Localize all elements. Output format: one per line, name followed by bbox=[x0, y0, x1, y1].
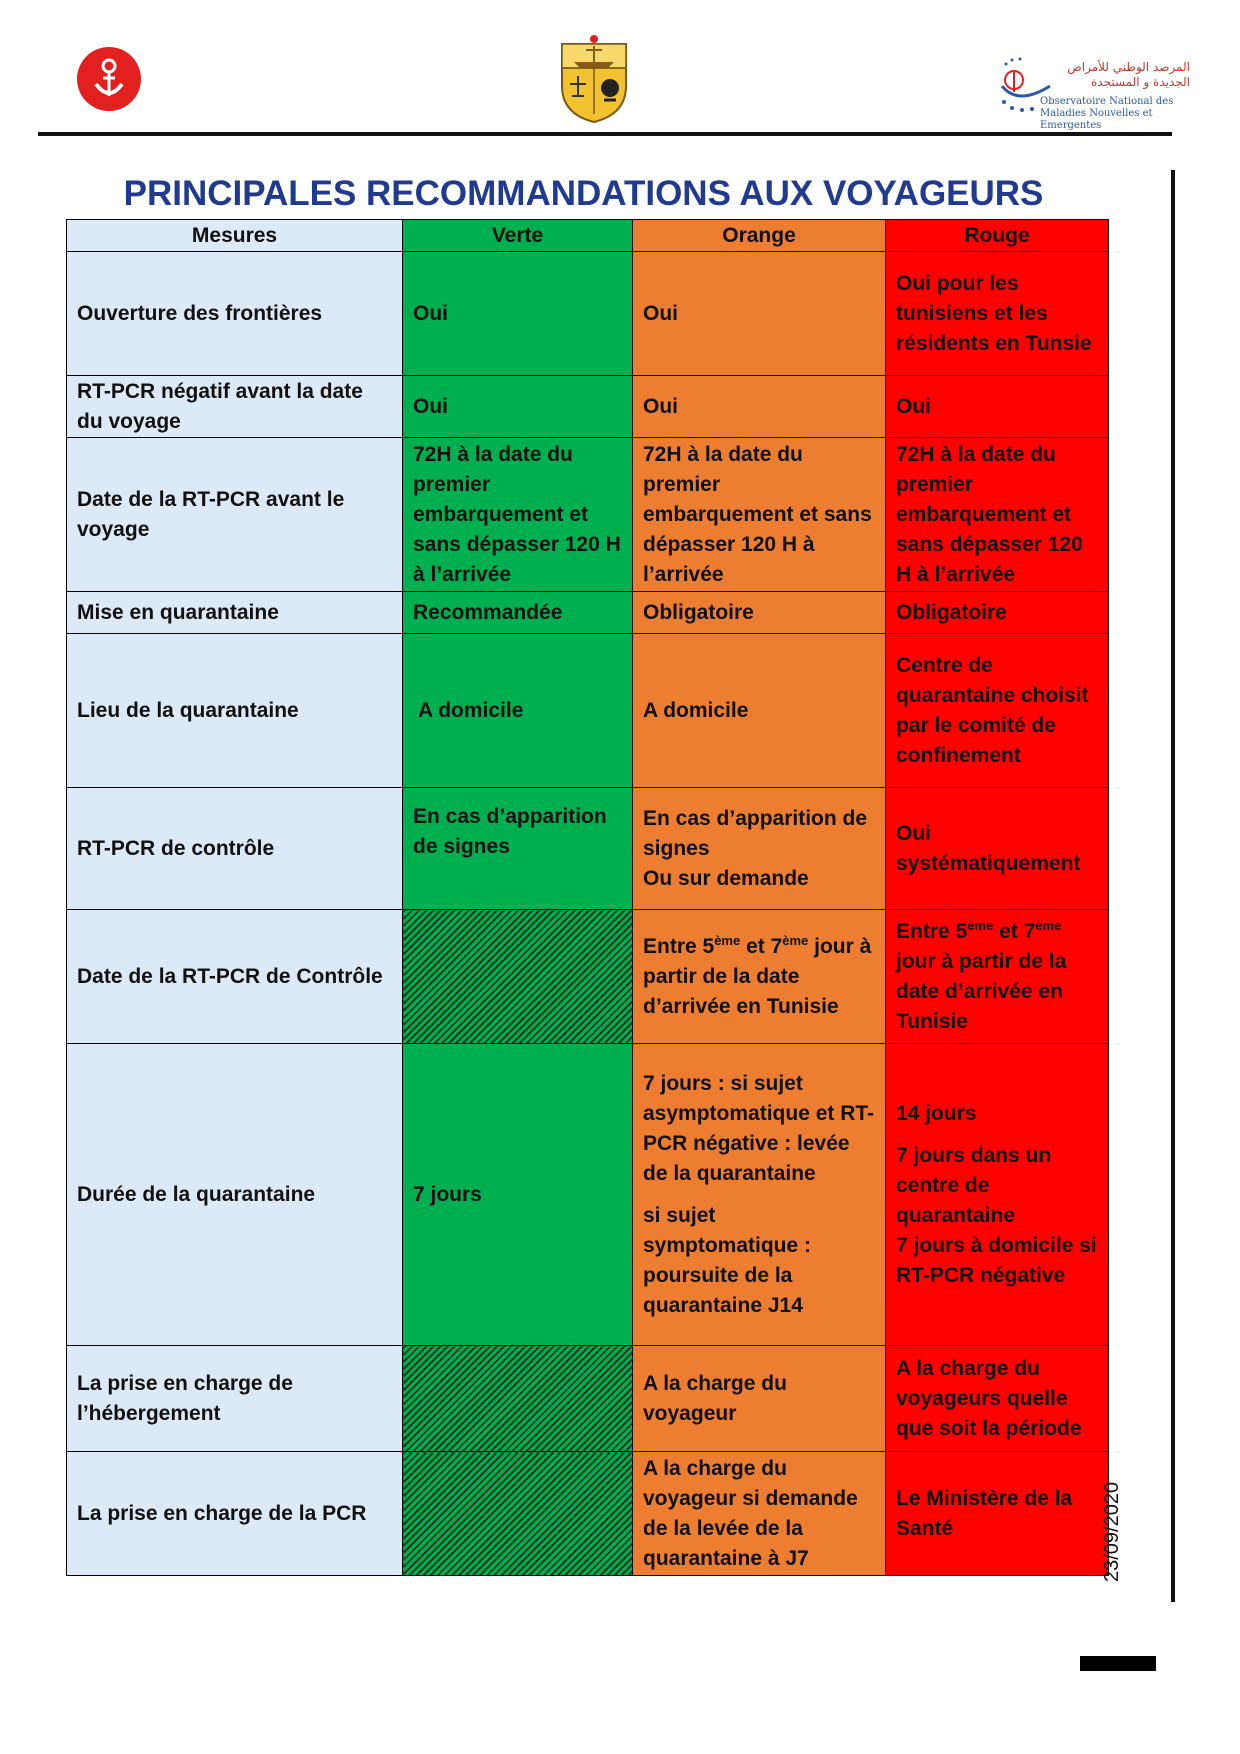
table-header-row: Mesures Verte Orange Rouge bbox=[66, 219, 1109, 252]
table-row: La prise en charge de la PCR A la charge… bbox=[66, 1451, 1109, 1576]
table-row: Lieu de la quarantaine A domicile A domi… bbox=[66, 633, 1109, 788]
cell-orange: Obligatoire bbox=[632, 591, 886, 634]
cell-orange: A la charge du voyageur bbox=[632, 1345, 886, 1452]
cell-mesure: La prise en charge de la PCR bbox=[66, 1451, 403, 1576]
cell-rouge: Entre 5ème et 7ème jour à partir de la d… bbox=[885, 909, 1109, 1044]
table-row: Durée de la quarantaine 7 jours 7 jours … bbox=[66, 1043, 1109, 1346]
header-rouge: Rouge bbox=[885, 219, 1109, 252]
page-title: PRINCIPALES RECOMMANDATIONS AUX VOYAGEUR… bbox=[123, 174, 1044, 213]
table-row: La prise en charge de l’hébergement A la… bbox=[66, 1345, 1109, 1452]
cell-mesure: Date de la RT-PCR avant le voyage bbox=[66, 437, 403, 592]
cell-text: En cas d’apparition de signes bbox=[643, 806, 868, 860]
table-row: RT-PCR négatif avant la date du voyage O… bbox=[66, 375, 1109, 438]
cell-mesure: Mise en quarantaine bbox=[66, 591, 403, 634]
table-row: Ouverture des frontières Oui Oui Oui pou… bbox=[66, 251, 1109, 376]
cell-mesure: Lieu de la quarantaine bbox=[66, 633, 403, 788]
table-row: RT-PCR de contrôle En cas d’apparition d… bbox=[66, 787, 1109, 910]
cell-rouge: Oui systématiquement bbox=[885, 787, 1109, 910]
cell-orange: Oui bbox=[632, 375, 886, 438]
cell-orange: Oui bbox=[632, 251, 886, 376]
cell-orange: Entre 5ème et 7ème jour à partir de la d… bbox=[632, 909, 886, 1044]
cell-mesure: La prise en charge de l’hébergement bbox=[66, 1345, 403, 1452]
side-divider bbox=[1171, 170, 1175, 1602]
cell-text: si sujet symptomatique : poursuite de la… bbox=[643, 1203, 812, 1317]
cell-verte: Oui bbox=[402, 251, 633, 376]
header-verte: Verte bbox=[402, 219, 633, 252]
cell-rouge: Oui bbox=[885, 375, 1109, 438]
cell-rouge: Obligatoire bbox=[885, 591, 1109, 634]
cell-orange: A la charge du voyageur si demande de la… bbox=[632, 1451, 886, 1576]
table-row: Mise en quarantaine Recommandée Obligato… bbox=[66, 591, 1109, 634]
cell-text: 14 jours bbox=[896, 1101, 977, 1125]
cell-verte-not-applicable bbox=[402, 1345, 633, 1452]
red-crescent-logo bbox=[77, 47, 141, 111]
cell-verte: A domicile bbox=[402, 633, 633, 788]
cell-mesure: Date de la RT-PCR de Contrôle bbox=[66, 909, 403, 1044]
cell-mesure: Durée de la quarantaine bbox=[66, 1043, 403, 1346]
document-date: 23/09/2020 bbox=[1101, 1481, 1123, 1582]
cell-orange: En cas d’apparition de signes Ou sur dem… bbox=[632, 787, 886, 910]
observatory-logo bbox=[1000, 57, 1051, 112]
recommendations-table: Mesures Verte Orange Rouge Ouverture des… bbox=[66, 219, 1109, 1576]
observatory-name-french: Observatoire National des Maladies Nouve… bbox=[1040, 96, 1174, 131]
cell-orange: A domicile bbox=[632, 633, 886, 788]
cell-rouge: A la charge du voyageurs quelle que soit… bbox=[885, 1345, 1109, 1452]
cell-rouge: Le Ministère de la Santé bbox=[885, 1451, 1109, 1576]
date-wrapper: 23/09/2020 bbox=[1098, 1482, 1238, 1610]
cell-verte: Recommandée bbox=[402, 591, 633, 634]
cell-verte: 7 jours bbox=[402, 1043, 633, 1346]
cell-mesure: RT-PCR négatif avant la date du voyage bbox=[66, 375, 403, 438]
table-row: Date de la RT-PCR avant le voyage 72H à … bbox=[66, 437, 1109, 592]
cell-mesure: RT-PCR de contrôle bbox=[66, 787, 403, 910]
cell-verte-not-applicable bbox=[402, 1451, 633, 1576]
cell-rouge: 72H à la date du premier embarquement et… bbox=[885, 437, 1109, 592]
cell-verte: Oui bbox=[402, 375, 633, 438]
cell-orange: 7 jours : si sujet asymptomatique et RT-… bbox=[632, 1043, 886, 1346]
cell-rouge: 14 jours 7 jours dans un centre de quara… bbox=[885, 1043, 1109, 1346]
cell-text: Ou sur demande bbox=[643, 866, 809, 890]
cell-mesure: Ouverture des frontières bbox=[66, 251, 403, 376]
header-orange: Orange bbox=[632, 219, 886, 252]
header-divider bbox=[38, 132, 1172, 136]
observatory-name-arabic: المرصد الوطني للأمراض الجديدة و المستجدة bbox=[1067, 60, 1190, 89]
cell-orange: 72H à la date du premier embarquement et… bbox=[632, 437, 886, 592]
cell-text: 7 jours dans un centre de quarantaine bbox=[896, 1143, 1052, 1227]
footer-mark bbox=[1080, 1656, 1156, 1671]
table-row: Date de la RT-PCR de Contrôle Entre 5ème… bbox=[66, 909, 1109, 1044]
coat-of-arms-logo bbox=[561, 35, 627, 124]
cell-verte-not-applicable bbox=[402, 909, 633, 1044]
cell-text: 7 jours : si sujet asymptomatique et RT-… bbox=[643, 1071, 875, 1185]
cell-text: 7 jours à domicile si RT-PCR négative bbox=[896, 1233, 1097, 1287]
cell-rouge: Oui pour les tunisiens et les résidents … bbox=[885, 251, 1109, 376]
cell-rouge: Centre de quarantaine choisit par le com… bbox=[885, 633, 1109, 788]
cell-verte: 72H à la date du premier embarquement et… bbox=[402, 437, 633, 592]
header-mesures: Mesures bbox=[66, 219, 403, 252]
cell-verte: En cas d’apparition de signes bbox=[402, 787, 633, 910]
